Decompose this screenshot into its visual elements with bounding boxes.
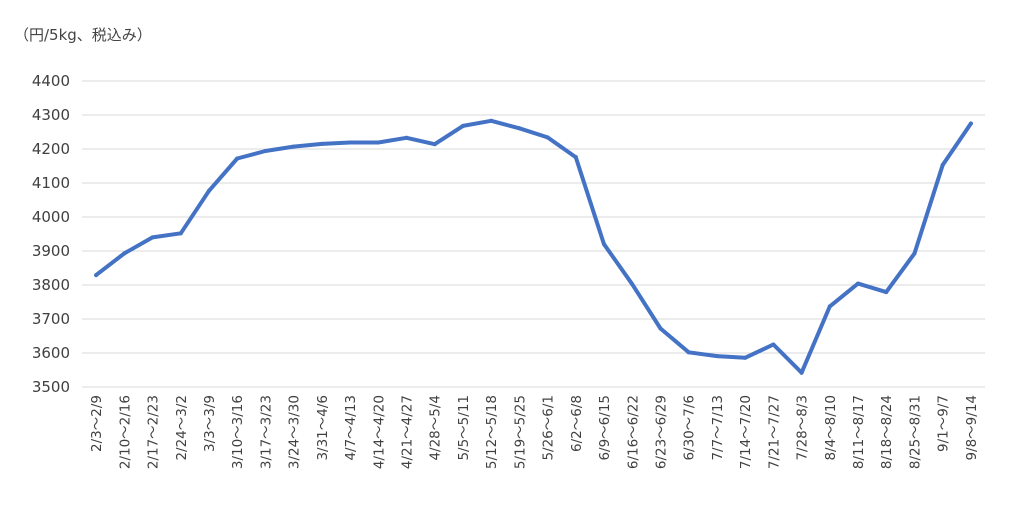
- data-point: [460, 123, 465, 128]
- x-tick-label: 8/11〜8/17: [851, 395, 867, 469]
- x-tick-label: 5/5〜5/11: [456, 395, 472, 461]
- x-tick-label: 2/3〜2/9: [89, 395, 105, 452]
- data-point: [968, 121, 973, 126]
- data-point: [94, 273, 99, 278]
- data-point: [206, 188, 211, 193]
- x-tick-label: 7/21〜7/27: [766, 395, 782, 469]
- x-tick-label: 5/19〜5/25: [512, 395, 528, 469]
- data-point: [404, 135, 409, 140]
- y-axis-ticks: 3500 3600 3700 3800 3900 4000 4100 4200 4300 4400: [32, 72, 70, 396]
- series: [94, 118, 973, 375]
- x-tick-label: 7/28〜8/3: [795, 395, 811, 461]
- x-tick-label: 2/17〜2/23: [146, 395, 162, 469]
- data-point: [319, 141, 324, 146]
- y-tick-label: 4300: [32, 106, 70, 124]
- data-point: [771, 342, 776, 347]
- x-tick-label: 3/17〜3/23: [258, 395, 274, 469]
- data-point: [348, 140, 353, 145]
- x-tick-label: 3/24〜3/30: [287, 395, 303, 469]
- x-tick-label: 8/18〜8/24: [879, 395, 895, 469]
- x-tick-label: 5/12〜5/18: [484, 395, 500, 469]
- data-point: [856, 281, 861, 286]
- data-point: [122, 251, 127, 256]
- x-tick-label: 2/10〜2/16: [117, 395, 133, 469]
- data-point: [178, 231, 183, 236]
- y-tick-label: 4400: [32, 72, 70, 90]
- x-tick-label: 6/2〜6/8: [569, 395, 585, 452]
- x-tick-label: 6/16〜6/22: [625, 395, 641, 469]
- data-point: [517, 126, 522, 131]
- x-tick-label: 7/14〜7/20: [738, 395, 754, 469]
- x-tick-label: 3/3〜3/9: [202, 395, 218, 452]
- data-point: [884, 290, 889, 295]
- x-tick-label: 8/4〜8/10: [823, 395, 839, 461]
- data-point: [630, 282, 635, 287]
- series-line: [94, 118, 973, 375]
- gridlines: [82, 80, 985, 388]
- y-tick-label: 4000: [32, 208, 70, 226]
- data-point: [799, 370, 804, 375]
- x-tick-label: 4/7〜4/13: [343, 395, 359, 461]
- x-tick-label: 9/8〜9/14: [964, 395, 980, 461]
- unit-label: （円/5kg、税込み）: [14, 26, 152, 44]
- x-tick-label: 3/31〜4/6: [315, 395, 331, 461]
- data-point: [263, 149, 268, 154]
- data-point: [743, 355, 748, 360]
- x-tick-label: 9/1〜9/7: [936, 395, 952, 452]
- x-tick-label: 8/25〜8/31: [907, 395, 923, 469]
- x-tick-label: 2/24〜3/2: [174, 395, 190, 461]
- data-point: [150, 235, 155, 240]
- x-tick-label: 3/10〜3/16: [230, 395, 246, 469]
- y-tick-label: 4100: [32, 174, 70, 192]
- y-tick-label: 3600: [32, 344, 70, 362]
- data-point: [714, 354, 719, 359]
- y-tick-label: 3500: [32, 378, 70, 396]
- data-point: [658, 326, 663, 331]
- data-point: [602, 242, 607, 247]
- data-point: [489, 118, 494, 123]
- y-tick-label: 3900: [32, 242, 70, 260]
- x-tick-label: 7/7〜7/13: [710, 395, 726, 461]
- x-tick-label: 6/30〜7/6: [682, 395, 698, 461]
- x-tick-label: 4/28〜5/4: [428, 395, 444, 461]
- data-point: [432, 142, 437, 147]
- x-tick-label: 6/23〜6/29: [653, 395, 669, 469]
- x-axis-ticks: 2/3〜2/9 2/10〜2/16 2/17〜2/23 2/24〜3/2 3/3〜3/9…: [89, 395, 980, 469]
- data-point: [545, 135, 550, 140]
- x-tick-label: 4/21〜4/27: [400, 395, 416, 469]
- y-tick-label: 3700: [32, 310, 70, 328]
- data-point: [291, 144, 296, 149]
- data-point: [686, 350, 691, 355]
- data-point: [827, 304, 832, 309]
- x-tick-label: 4/14〜4/20: [371, 395, 387, 469]
- data-point: [940, 162, 945, 167]
- data-point: [573, 155, 578, 160]
- y-tick-label: 4200: [32, 140, 70, 158]
- x-tick-label: 6/9〜6/15: [597, 395, 613, 461]
- data-point: [376, 140, 381, 145]
- data-point: [235, 156, 240, 161]
- x-tick-label: 5/26〜6/1: [541, 395, 557, 461]
- y-tick-label: 3800: [32, 276, 70, 294]
- data-point: [912, 251, 917, 256]
